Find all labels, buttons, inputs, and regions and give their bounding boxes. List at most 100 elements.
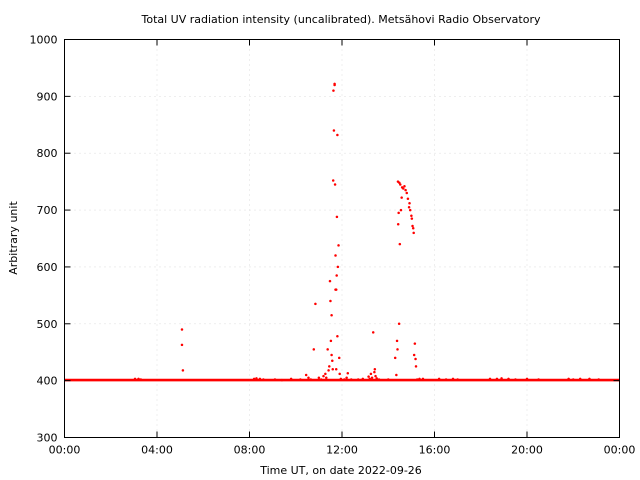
data-point <box>327 369 330 372</box>
data-point <box>397 322 401 326</box>
y-tick-label: 800 <box>37 147 58 160</box>
data-point <box>258 377 262 381</box>
data-point <box>336 133 339 137</box>
data-point <box>414 357 417 361</box>
data-point <box>393 356 397 360</box>
data-point <box>336 335 339 338</box>
data-point <box>181 369 185 372</box>
data-point <box>414 365 418 368</box>
data-point <box>588 377 591 381</box>
data-point <box>500 377 503 380</box>
data-point <box>337 356 341 360</box>
data-point <box>346 372 350 375</box>
data-point <box>411 227 415 230</box>
data-point <box>317 376 321 380</box>
data-point <box>395 373 398 377</box>
data-point <box>412 231 415 235</box>
data-point <box>345 376 348 380</box>
data-point <box>343 378 346 381</box>
data-point <box>329 299 332 303</box>
y-tick-label: 600 <box>37 261 58 274</box>
data-point <box>514 378 517 381</box>
data-point <box>412 353 416 357</box>
data-point <box>332 89 335 92</box>
data-point <box>361 377 365 381</box>
data-point <box>330 314 333 317</box>
data-point <box>377 378 381 381</box>
data-point <box>411 224 414 228</box>
data-point <box>399 208 403 212</box>
x-tick-label: 00:00 <box>604 444 636 457</box>
data-point <box>374 374 377 378</box>
x-tick-label: 20:00 <box>511 444 543 457</box>
data-point <box>331 179 335 182</box>
data-point <box>408 201 411 205</box>
data-point <box>398 242 402 246</box>
y-axis-tick-labels: 300 400 500 600 700 800 900 1000 <box>30 34 58 445</box>
data-point <box>133 377 137 381</box>
data-point <box>404 188 407 192</box>
data-point <box>572 378 575 381</box>
y-tick-label: 900 <box>37 90 58 103</box>
data-point <box>371 331 375 334</box>
data-point <box>338 372 341 376</box>
data-point <box>415 378 419 381</box>
data-point <box>495 377 499 381</box>
data-point <box>444 378 448 381</box>
data-point <box>334 368 338 371</box>
data-point <box>339 377 343 381</box>
data-point <box>329 339 333 343</box>
data-point <box>335 215 339 219</box>
grid <box>64 39 620 438</box>
data-points <box>133 82 600 382</box>
data-point <box>137 377 140 381</box>
data-point <box>373 370 376 374</box>
data-point <box>418 377 421 381</box>
data-point <box>567 377 570 381</box>
data-point <box>333 83 336 87</box>
data-point <box>395 339 399 343</box>
data-point <box>356 378 360 381</box>
data-point <box>451 377 455 381</box>
data-point <box>322 374 325 378</box>
data-point <box>410 217 414 220</box>
x-tick-label: 16:00 <box>419 444 451 457</box>
y-tick-label: 300 <box>37 432 58 445</box>
data-point <box>335 274 338 277</box>
data-point <box>400 196 403 199</box>
data-point <box>325 376 328 380</box>
data-point <box>399 183 402 186</box>
data-point <box>368 377 371 381</box>
data-point <box>437 377 441 381</box>
data-point <box>396 223 400 226</box>
data-point <box>578 377 582 381</box>
data-point <box>139 378 143 381</box>
data-point <box>396 348 399 351</box>
chart-title: Total UV radiation intensity (uncalibrat… <box>141 13 541 26</box>
x-axis-tick-labels: 00:00 04:00 08:00 12:00 16:00 20:00 00:00 <box>49 444 636 457</box>
data-point <box>324 372 327 376</box>
data-point <box>413 342 417 345</box>
data-point <box>289 377 293 381</box>
data-point <box>488 377 492 381</box>
data-point <box>307 376 310 380</box>
y-tick-label: 700 <box>37 204 58 217</box>
data-point <box>405 191 408 195</box>
data-point <box>280 378 284 382</box>
y-axis-label: Arbitrary unit <box>7 201 20 275</box>
data-point <box>331 359 334 362</box>
data-point <box>312 348 316 351</box>
data-point <box>403 184 406 188</box>
data-point <box>387 378 390 381</box>
data-point <box>319 378 323 381</box>
data-point <box>252 377 256 381</box>
data-point <box>597 378 600 381</box>
x-tick-label: 12:00 <box>326 444 358 457</box>
data-point <box>410 214 413 218</box>
data-point <box>328 365 331 368</box>
data-point <box>273 378 277 381</box>
data-point <box>334 288 338 291</box>
x-tick-label: 04:00 <box>141 444 173 457</box>
data-point <box>337 244 340 247</box>
